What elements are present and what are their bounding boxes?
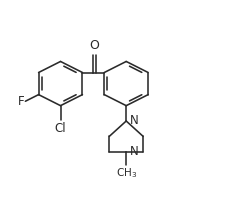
Text: N: N xyxy=(130,114,138,127)
Text: O: O xyxy=(90,39,100,52)
Text: Cl: Cl xyxy=(55,122,66,135)
Text: CH$_3$: CH$_3$ xyxy=(116,167,137,180)
Text: F: F xyxy=(17,95,24,108)
Text: N: N xyxy=(130,145,138,158)
